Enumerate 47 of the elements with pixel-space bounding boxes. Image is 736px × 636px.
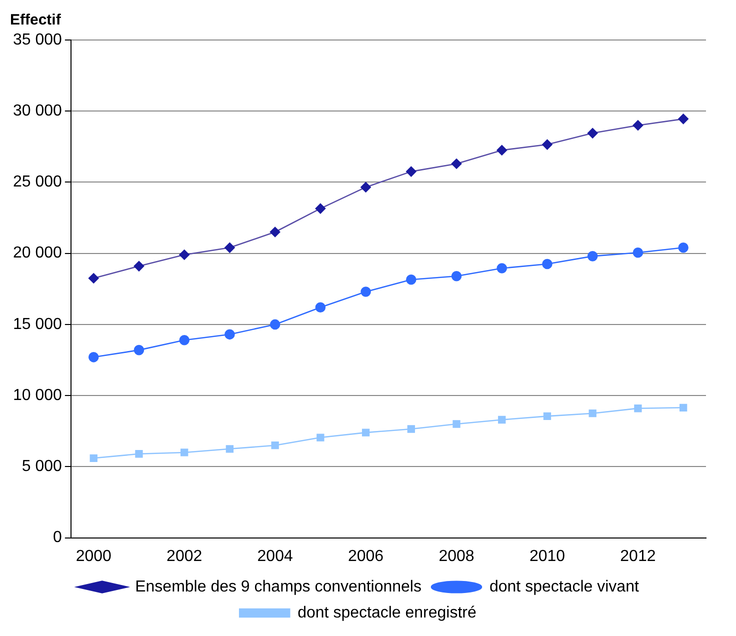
y-axis-title: Effectif [10, 12, 62, 29]
point [678, 242, 688, 253]
point [270, 319, 280, 330]
point [632, 247, 644, 258]
point [588, 410, 596, 418]
legend-label: Ensemble des 9 champs conventionnels [135, 578, 422, 596]
y-tick-label: 5 000 [22, 458, 62, 476]
point [271, 442, 279, 450]
point [679, 404, 688, 412]
point [179, 334, 190, 346]
point [496, 263, 508, 274]
y-tick-label: 30 000 [13, 102, 62, 120]
x-tick-label: 2004 [257, 548, 293, 565]
legend-label: dont spectacle vivant [489, 578, 640, 596]
y-tick-label: 0 [53, 529, 62, 546]
point [315, 302, 326, 313]
x-tick-label: 2008 [438, 548, 474, 565]
y-tick-label: 20 000 [13, 244, 62, 262]
x-tick-label: 2000 [76, 548, 112, 565]
x-tick-label: 2006 [348, 548, 384, 565]
point [224, 329, 235, 340]
point [542, 258, 552, 270]
point [406, 274, 416, 285]
point [452, 420, 460, 428]
point [587, 251, 598, 262]
point [451, 270, 462, 282]
point [360, 286, 371, 297]
legend-label: dont spectacle enregistré [298, 604, 476, 622]
point [226, 445, 234, 453]
point [498, 416, 506, 424]
y-tick-label: 25 000 [13, 174, 62, 191]
x-tick-label: 2012 [620, 548, 656, 565]
point [407, 425, 415, 433]
point [362, 428, 370, 436]
x-tick-label: 2002 [166, 548, 202, 565]
point [543, 412, 552, 420]
point [634, 404, 642, 412]
point [180, 448, 188, 456]
point [90, 454, 98, 462]
y-tick-label: 15 000 [13, 316, 62, 333]
x-tick-label: 2010 [529, 548, 566, 565]
point [316, 434, 324, 442]
point [134, 344, 144, 356]
point [88, 352, 99, 362]
point [135, 450, 143, 458]
y-tick-label: 35 000 [13, 31, 62, 48]
y-tick-label: 10 000 [13, 386, 62, 404]
